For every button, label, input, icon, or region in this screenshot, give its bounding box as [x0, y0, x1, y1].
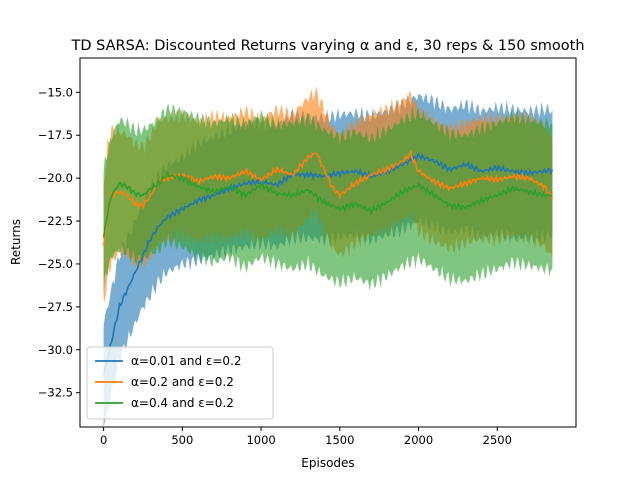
chart-title: TD SARSA: Discounted Returns varying α a…: [70, 38, 584, 54]
y-tick-label: −25.0: [38, 257, 73, 271]
legend-box: [86, 346, 274, 420]
line-series-3: [102, 171, 553, 238]
line-series-1: [102, 151, 554, 376]
y-tick-label: −27.5: [38, 300, 73, 314]
x-tick-label: 1000: [246, 433, 275, 447]
band-series-3: [103, 103, 553, 295]
y-tick-label: −22.5: [38, 214, 73, 228]
y-tick-label: −15.0: [38, 85, 73, 99]
legend: α=0.01 and ε=0.2 α=0.2 and ε=0.2 α=0.4 and…: [86, 346, 274, 420]
x-tick-label: 2500: [483, 433, 512, 447]
x-axis: 0 500 1000 1500 2000 2500: [100, 427, 512, 447]
x-tick-label: 500: [171, 433, 193, 447]
legend-label-1: α=0.01 and ε=0.2: [131, 354, 242, 368]
plot-frame: [79, 57, 577, 428]
y-tick-label: −30.0: [38, 343, 73, 357]
series-lines: [102, 149, 554, 376]
legend-label-2: α=0.2 and ε=0.2: [131, 375, 234, 389]
x-axis-label: Episodes: [301, 456, 354, 470]
y-axis: −32.5 −30.0 −27.5 −25.0 −22.5 −20.0 −17.5 −15.0: [38, 85, 80, 400]
y-axis-label: Returns: [9, 219, 23, 265]
legend-label-3: α=0.4 and ε=0.2: [131, 396, 234, 410]
y-tick-label: −32.5: [38, 386, 73, 400]
y-tick-label: −20.0: [38, 171, 73, 185]
x-tick-label: 1500: [325, 433, 354, 447]
x-tick-label: 0: [100, 433, 107, 447]
y-tick-label: −17.5: [38, 128, 73, 142]
x-tick-label: 2000: [404, 433, 433, 447]
